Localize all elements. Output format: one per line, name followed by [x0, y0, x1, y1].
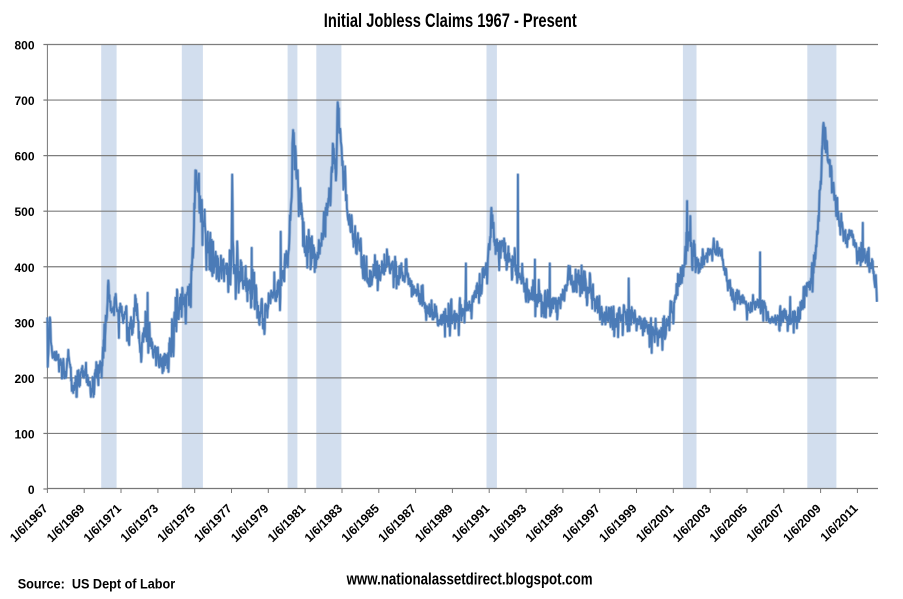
svg-text:Initial Jobless Claims 1967 -: Initial Jobless Claims 1967 - Present	[324, 11, 578, 32]
svg-text:300: 300	[14, 316, 34, 330]
svg-text:700: 700	[14, 94, 34, 108]
svg-text:0: 0	[28, 483, 35, 497]
svg-text:100: 100	[14, 427, 34, 441]
svg-text:600: 600	[14, 150, 34, 164]
svg-text:500: 500	[14, 205, 34, 219]
svg-text:Source: US Dept of Labor: Source: US Dept of Labor	[18, 576, 176, 591]
svg-text:800: 800	[14, 39, 34, 53]
svg-text:200: 200	[14, 372, 34, 386]
svg-text:www.nationalassetdirect.blogsp: www.nationalassetdirect.blogspot.com	[346, 571, 593, 589]
svg-text:400: 400	[14, 261, 34, 275]
